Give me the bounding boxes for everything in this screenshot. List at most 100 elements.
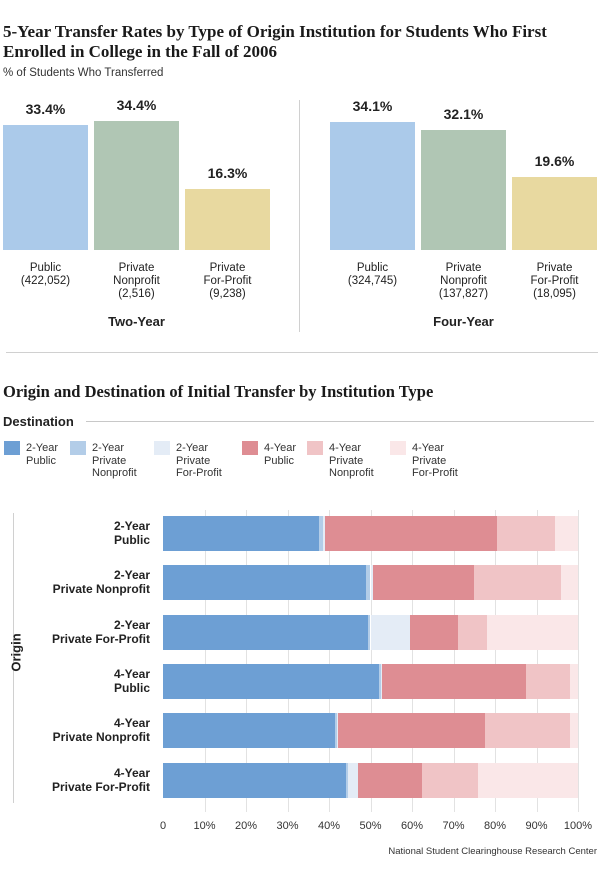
bar-value-label: 34.1% xyxy=(352,98,393,115)
chart-title: 5-Year Transfer Rates by Type of Origin … xyxy=(3,22,547,61)
origin-category-label: 4-Year Private For-Profit xyxy=(51,765,150,794)
bar-segment xyxy=(474,565,562,601)
x-gridline xyxy=(495,510,496,812)
y-axis-label: % of Students Who Transferred xyxy=(3,67,164,79)
x-tick-label: 40% xyxy=(317,820,341,832)
x-gridline xyxy=(453,510,455,812)
group-label: Four-Year xyxy=(433,314,494,329)
bar-segment xyxy=(368,614,371,650)
x-tick-label: 50% xyxy=(359,820,382,832)
bar-segment xyxy=(163,516,319,551)
legend-title: Destination xyxy=(3,414,74,429)
x-tick-label: 80% xyxy=(483,820,507,832)
section-divider xyxy=(6,352,598,353)
origin-category-label: 4-Year Private Nonprofit xyxy=(52,716,150,745)
bar-value-label: 16.3% xyxy=(207,164,248,181)
x-tick-label: 0 xyxy=(159,820,167,832)
source-credit: National Student Clearinghouse Research … xyxy=(388,846,597,857)
bar-segment xyxy=(457,614,487,650)
legend-label: 2-Year Private For-Profit xyxy=(176,442,222,479)
bar-segment xyxy=(324,516,498,551)
legend-label: 4-Year Private Nonprofit xyxy=(329,442,374,479)
x-gridline xyxy=(246,510,247,812)
bar-segment xyxy=(338,713,485,749)
bar-segment xyxy=(358,762,423,798)
x-gridline xyxy=(536,510,538,812)
bar-segment xyxy=(378,663,381,699)
bar-segment xyxy=(163,565,367,601)
legend-label: 2-Year Public xyxy=(26,442,59,467)
bar xyxy=(330,122,415,250)
bar-segment xyxy=(569,663,578,699)
bar-segment xyxy=(366,565,371,601)
legend-swatch xyxy=(154,441,170,455)
x-gridline xyxy=(204,510,206,812)
group-divider xyxy=(299,100,300,332)
x-gridline xyxy=(370,510,372,812)
bar-segment xyxy=(555,516,578,551)
bar-segment xyxy=(163,614,369,650)
bar-value-label: 33.4% xyxy=(25,100,66,117)
x-tick-label: 100% xyxy=(563,820,593,832)
bar xyxy=(185,188,270,250)
legend-swatch xyxy=(307,441,323,455)
chart2-title: Origin and Destination of Initial Transf… xyxy=(3,382,434,401)
bar-segment xyxy=(569,713,578,749)
bar-segment xyxy=(372,565,475,601)
origin-category-label: 4-Year Public xyxy=(113,666,150,695)
bar-category-label: Public (324,745) xyxy=(347,262,398,287)
legend-swatch xyxy=(390,441,406,455)
bar-segment xyxy=(484,713,570,749)
bar-segment xyxy=(335,713,338,749)
x-gridline xyxy=(329,510,330,812)
legend-label: 4-Year Private For-Profit xyxy=(412,442,458,479)
bar-category-label: Private Nonprofit (137,827) xyxy=(438,262,489,300)
bar-category-label: Public (422,052) xyxy=(20,262,71,287)
bar-category-label: Private For-Profit (9,238) xyxy=(203,262,252,300)
x-tick-label: 90% xyxy=(525,820,548,832)
bar-segment xyxy=(163,762,346,798)
bar-segment xyxy=(422,762,479,798)
legend-label: 2-Year Private Nonprofit xyxy=(92,442,137,479)
bar-category-label: Private For-Profit (18,095) xyxy=(530,262,579,300)
origin-category-label: 2-Year Public xyxy=(113,519,150,547)
bar-segment xyxy=(345,762,348,798)
bar xyxy=(3,124,88,250)
x-gridline xyxy=(578,510,579,812)
bar-segment xyxy=(347,762,359,798)
bar xyxy=(512,176,597,250)
bar-segment xyxy=(163,663,379,699)
group-label: Two-Year xyxy=(108,314,165,329)
bar-segment xyxy=(370,565,373,601)
bar-segment xyxy=(486,614,578,650)
bar-segment xyxy=(337,713,339,749)
origin-category-label: 2-Year Private Nonprofit xyxy=(52,568,150,597)
bar xyxy=(421,129,506,250)
bar-segment xyxy=(561,565,578,601)
bar-segment xyxy=(381,663,527,699)
bar-segment xyxy=(409,614,458,650)
bar-value-label: 32.1% xyxy=(443,105,484,122)
x-tick-label: 20% xyxy=(234,820,258,832)
bar-value-label: 19.6% xyxy=(534,152,575,169)
bar-segment xyxy=(163,713,336,749)
x-tick-label: 30% xyxy=(276,820,299,832)
bar-segment xyxy=(322,516,325,551)
bar-segment xyxy=(370,614,410,650)
x-tick-label: 70% xyxy=(442,820,465,832)
bar-segment xyxy=(318,516,323,551)
bar-segment xyxy=(380,663,382,699)
origin-axis-rule xyxy=(13,513,14,803)
legend-swatch xyxy=(242,441,258,455)
bar xyxy=(94,121,179,250)
x-tick-label: 60% xyxy=(400,820,424,832)
legend-label: 4-Year Public xyxy=(264,442,297,467)
bar-category-label: Private Nonprofit (2,516) xyxy=(113,262,160,300)
origin-category-label: 2-Year Private For-Profit xyxy=(51,617,150,646)
bar-segment xyxy=(497,516,556,551)
x-gridline xyxy=(412,510,413,812)
x-gridline xyxy=(287,510,289,812)
bar-segment xyxy=(478,762,578,798)
bar-segment xyxy=(526,663,570,699)
legend-swatch xyxy=(70,441,86,455)
